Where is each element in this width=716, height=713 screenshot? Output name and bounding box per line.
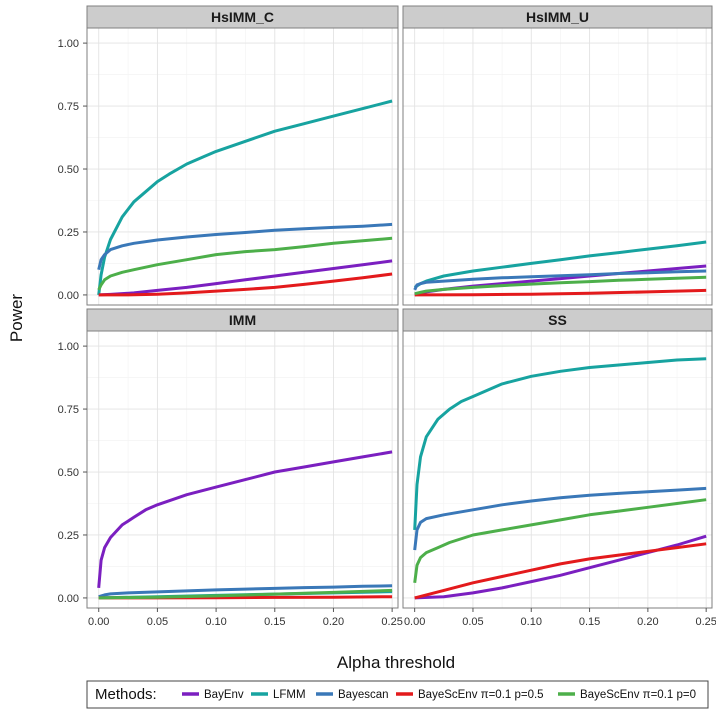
x-tick-label: 0.10 [205,616,226,628]
x-axis-title: Alpha threshold [337,653,455,672]
y-tick-label: 1.00 [58,341,79,353]
legend-entry-bayenv: BayEnv [182,689,244,701]
series-line-bayescenv-pi-0-1-p-0-5 [98,272,393,297]
legend-entry-lfmm: LFMM [251,689,306,701]
series-line-lfmm [413,357,707,530]
panel-strip [86,5,399,29]
plot-area [87,331,398,608]
series-line-bayescan [97,222,393,271]
series-line-bayenv [97,450,393,589]
legend-label-bayenv: BayEnv [204,689,244,701]
legend-entry-bayescenv-p0: BayeScEnv π=0.1 p=0 [558,689,696,701]
x-tick-label: 0.00 [404,616,425,628]
y-tick-label: 0.50 [58,164,79,176]
legend: Methods: BayEnv LFMM Bayescan BayeScEnv … [86,680,709,709]
plot-area [403,331,712,608]
series-line-bayescenv-pi-0-1-p-0 [414,275,707,296]
x-tick-label: 0.25 [695,616,716,628]
series-line-lfmm [97,99,393,296]
x-tick-label: 0.15 [264,616,285,628]
panel-title: HsIMM_U [526,9,589,25]
panel-title: IMM [229,312,256,328]
x-tick-label: 0.10 [521,616,542,628]
legend-entry-bayescan: Bayescan [316,689,389,701]
series-line-bayescenv-pi-0-1-p-0 [98,588,393,600]
series-line-bayescan [98,584,393,599]
x-tick-label: 0.05 [462,616,483,628]
panel-ss: SS 0.00 0.05 0.10 0.15 0.20 0.25 [402,308,716,628]
legend-title: Methods: [95,686,157,703]
panel-strip [402,5,713,29]
legend-entry-bayescenv-p05: BayeScEnv π=0.1 p=0.5 [396,689,544,701]
series-line-bayescenv-pi-0-1-p-0-5 [414,288,707,297]
y-tick-label: 0.75 [58,101,79,113]
x-tick-label: 0.25 [381,616,402,628]
series-line-bayescan [413,486,707,551]
y-tick-label: 0.75 [58,404,79,416]
facet-panels: HsIMM_C0.000.250.500.751.00HsIMM_UIMM0.0… [58,5,716,628]
series-line-bayenv [98,259,393,297]
panel-strip [86,308,399,332]
x-tick-label: 0.00 [88,616,109,628]
y-tick-label: 0.25 [58,227,79,239]
panel-strip [402,308,713,332]
series-line-bayescan [413,269,707,291]
series-line-bayescenv-pi-0-1-p-0 [97,236,393,291]
y-axis-title: Power [7,294,26,343]
x-tick-label: 0.20 [637,616,658,628]
series-line-bayescenv-pi-0-1-p-0-5 [414,542,707,600]
legend-label-bayescenv-p0: BayeScEnv π=0.1 p=0 [580,689,696,701]
y-tick-label: 0.00 [58,593,79,605]
panel-hsimm-u: HsIMM_U [402,5,713,306]
plot-area [87,28,398,305]
y-tick-label: 0.00 [58,290,79,302]
panel-title: SS [548,312,567,328]
legend-label-lfmm: LFMM [273,689,306,701]
x-tick-label: 0.20 [323,616,344,628]
y-tick-label: 1.00 [58,38,79,50]
y-tick-label: 0.25 [58,530,79,542]
legend-label-bayescan: Bayescan [338,689,389,701]
panel-title: HsIMM_C [211,9,274,25]
x-tick-label: 0.05 [147,616,168,628]
panel-imm: IMM 0.00 0.25 0.50 0.75 1.00 0.00 0.05 0.10 0.15 0… [58,308,403,628]
series-line-bayescenv-pi-0-1-p-0 [413,498,707,583]
x-tick-label: 0.15 [579,616,600,628]
legend-label-bayescenv-p05: BayeScEnv π=0.1 p=0.5 [418,689,544,701]
y-tick-label: 0.50 [58,467,79,479]
panel-hsimm-c: HsIMM_C 0.00 0.25 0.50 0.75 1.00 [58,5,399,306]
